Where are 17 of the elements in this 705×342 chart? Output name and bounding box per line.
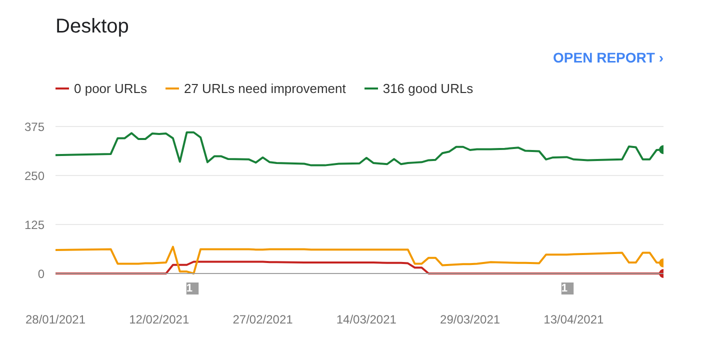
x-tick-label: 12/02/2021 [129, 312, 190, 326]
x-tick-label: 27/02/2021 [232, 312, 294, 326]
text: 1 [561, 282, 568, 294]
x-tick-label: 13/04/2021 [544, 312, 604, 326]
chart-title: Desktop [56, 16, 129, 38]
x-tick-label: 28/01/2021 [25, 312, 86, 326]
legend-label: 27 URLs need improvement [184, 80, 346, 96]
text: 1 [186, 282, 193, 294]
y-tick-label: 0 [38, 267, 45, 281]
legend-label: 316 good URLs [382, 80, 474, 96]
x-tick-label: 14/03/2021 [336, 312, 397, 326]
y-tick-label: 250 [24, 169, 45, 183]
x-tick-label: 29/03/2021 [440, 312, 500, 326]
y-tick-label: 375 [24, 120, 45, 134]
y-tick-label: 125 [24, 218, 45, 232]
text: OPEN REPORT › [553, 50, 664, 66]
legend-label: 0 poor URLs [74, 80, 147, 96]
